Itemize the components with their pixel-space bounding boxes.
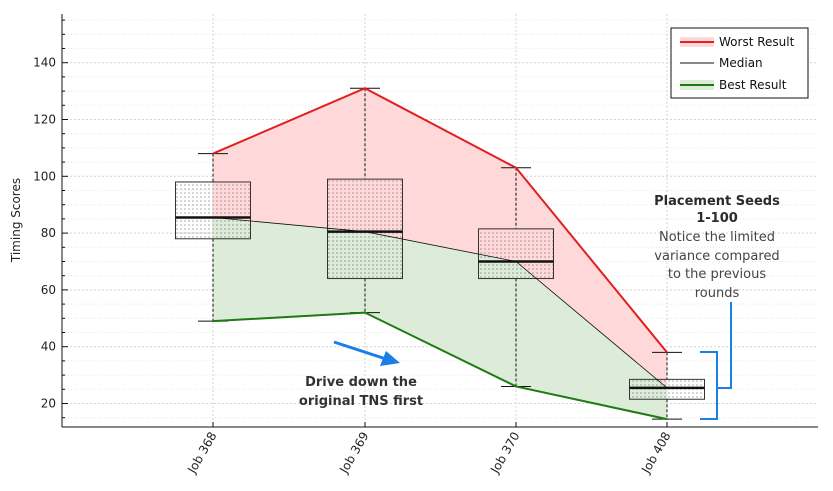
y-tick-label: 80	[41, 226, 56, 240]
y-tick-label: 20	[41, 397, 56, 411]
drive-annotation: Drive down the original TNS first	[299, 340, 423, 409]
legend-label-best: Best Result	[719, 78, 787, 92]
seeds-bracket	[700, 302, 732, 420]
seeds-line-2: variance compared	[654, 249, 779, 264]
area-fills	[213, 88, 667, 420]
box-0	[175, 181, 251, 240]
drive-line-1: Drive down the	[305, 375, 417, 390]
best-area	[213, 217, 667, 420]
worst-area	[213, 88, 667, 388]
x-tick-label: Job 369	[336, 430, 371, 477]
seeds-line-4: rounds	[695, 286, 740, 301]
seeds-line-1: Notice the limited	[659, 230, 775, 245]
seeds-title-1: Placement Seeds	[654, 194, 780, 209]
drive-arrow-head	[380, 351, 400, 366]
y-axis-label: Timing Scores	[9, 178, 23, 263]
series-lines	[212, 87, 668, 421]
seeds-title-2: 1-100	[696, 211, 738, 226]
seeds-annotation: Placement Seeds 1-100 Notice the limited…	[654, 194, 780, 420]
box-1	[327, 178, 403, 280]
seeds-line-3: to the previous	[668, 267, 766, 282]
y-tick-label: 60	[41, 283, 56, 297]
drive-line-2: original TNS first	[299, 394, 423, 409]
box-2	[478, 228, 554, 280]
x-tick-label: Job 368	[184, 430, 219, 477]
median-line	[212, 217, 668, 389]
y-tick-label: 120	[33, 113, 56, 127]
y-tick-label: 140	[33, 56, 56, 70]
legend-label-worst: Worst Result	[719, 35, 795, 49]
legend-label-median: Median	[719, 56, 763, 70]
x-tick-label: Job 408	[638, 430, 673, 477]
best-result-line	[212, 311, 668, 421]
legend: Worst Result Median Best Result	[670, 27, 809, 99]
box-3	[629, 378, 705, 400]
drive-arrow-shaft	[333, 340, 387, 361]
x-tick-label: Job 370	[487, 430, 522, 477]
y-tick-label: 40	[41, 340, 56, 354]
y-tick-label: 100	[33, 169, 56, 183]
worst-result-line	[212, 87, 668, 354]
